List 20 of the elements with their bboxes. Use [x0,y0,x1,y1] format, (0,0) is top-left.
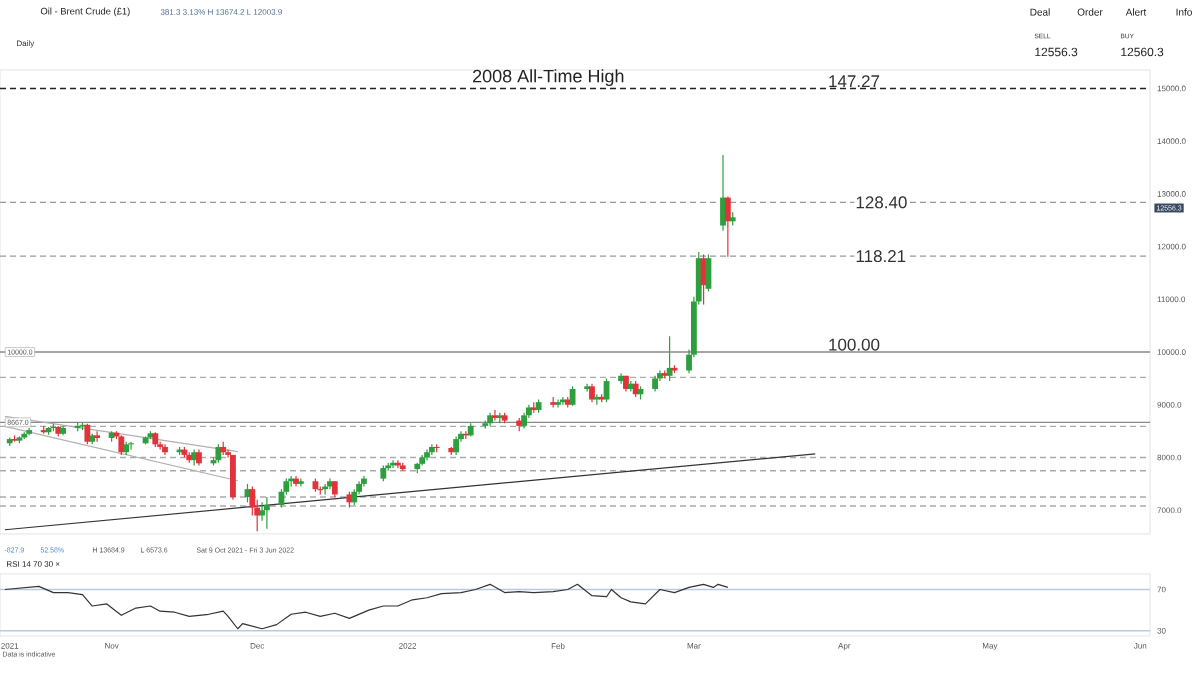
candlestick [584,383,591,393]
line-series [4,583,729,630]
candlestick [162,443,168,456]
candlestick [128,441,134,451]
candlestick [453,435,460,456]
candlestick [230,454,236,501]
annotation: 2008 All-Time High [473,69,624,87]
candlestick [724,195,731,258]
candlestick [492,409,498,422]
annotation: 100.00 [829,338,880,351]
annotation: 128.40 [856,196,907,209]
candlestick [259,501,265,522]
candlestick [589,383,595,403]
annotation: 118.21 [856,250,906,263]
annotation: 147.27 [829,75,880,88]
candlestick [263,496,270,530]
candlestick [428,443,435,456]
candlestick [361,475,367,488]
candlestick [297,478,304,488]
candlestick [94,430,100,443]
